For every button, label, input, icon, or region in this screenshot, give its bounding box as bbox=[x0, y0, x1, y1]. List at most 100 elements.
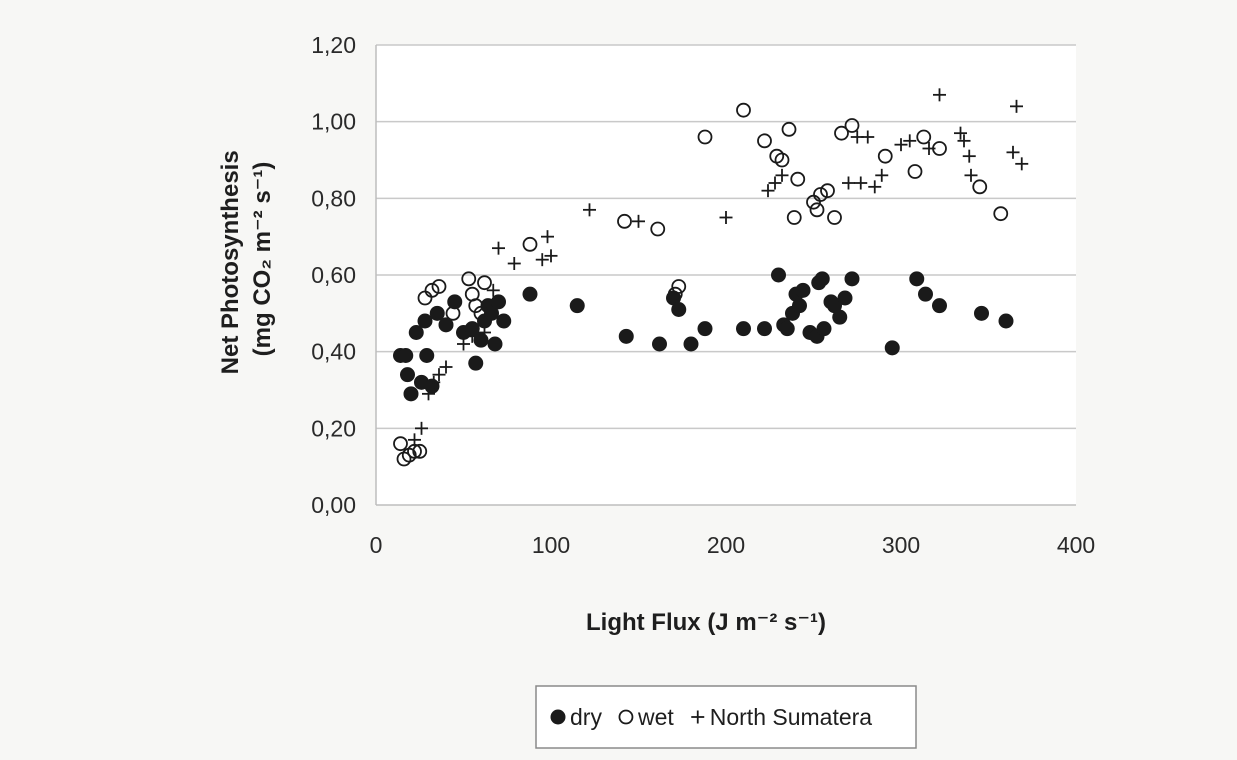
data-point-filled-circle bbox=[569, 298, 585, 314]
data-point-plus bbox=[457, 337, 470, 351]
legend-label: wet bbox=[637, 704, 674, 730]
data-points bbox=[393, 88, 1029, 467]
data-point-filled-circle bbox=[671, 302, 687, 317]
y-tick-label: 1,00 bbox=[311, 109, 356, 135]
legend-items: dry wet North Sumatera bbox=[550, 704, 872, 730]
y-tick-label: 1,20 bbox=[311, 32, 356, 58]
data-point-filled-circle bbox=[736, 321, 751, 337]
x-tick-label: 200 bbox=[707, 532, 745, 558]
x-tick-label: 300 bbox=[882, 532, 920, 558]
y-tick-label: 0,40 bbox=[311, 339, 356, 365]
data-point-filled-circle bbox=[974, 305, 989, 321]
data-point-open-circle bbox=[424, 282, 440, 298]
data-point-open-circle bbox=[809, 202, 825, 218]
data-point-filled-circle bbox=[918, 286, 933, 302]
legend-item-wet: wet bbox=[618, 704, 674, 730]
data-point-plus bbox=[465, 329, 479, 343]
y-axis-title: Net Photosynthesis (mg CO₂ m⁻² s⁻¹) bbox=[217, 144, 276, 375]
data-point-open-circle bbox=[844, 118, 860, 133]
data-point-filled-circle bbox=[424, 378, 440, 394]
data-point-open-circle bbox=[916, 129, 932, 145]
data-point-open-circle bbox=[650, 221, 666, 237]
legend-item-north-sumatera: North Sumatera bbox=[691, 704, 872, 730]
legend-box bbox=[535, 685, 917, 749]
data-point-filled-circle bbox=[473, 332, 489, 348]
x-tick-label: 100 bbox=[532, 532, 570, 558]
data-point-filled-circle bbox=[398, 348, 414, 363]
data-point-open-circle bbox=[736, 102, 751, 118]
data-point-filled-circle bbox=[464, 321, 480, 337]
data-point-open-circle bbox=[477, 275, 492, 291]
data-point-filled-circle bbox=[697, 321, 713, 337]
legend-marker-plus bbox=[691, 710, 705, 724]
data-point-open-circle bbox=[757, 133, 772, 149]
data-point-plus bbox=[964, 168, 978, 182]
data-point-filled-circle bbox=[832, 309, 848, 325]
series-wet bbox=[393, 102, 1009, 467]
data-point-filled-circle bbox=[468, 355, 484, 371]
data-point-plus bbox=[875, 168, 889, 182]
data-point-filled-circle bbox=[419, 348, 435, 363]
legend: dry wet North Sumatera bbox=[535, 685, 917, 749]
data-point-filled-circle bbox=[652, 336, 667, 352]
data-point-open-circle bbox=[972, 179, 988, 195]
data-point-open-circle bbox=[813, 187, 828, 202]
data-point-filled-circle bbox=[417, 313, 433, 329]
data-point-open-circle bbox=[877, 148, 893, 164]
data-point-plus bbox=[439, 360, 453, 374]
legend-marker-filled-circle bbox=[550, 709, 566, 725]
data-point-plus bbox=[933, 88, 946, 102]
data-point-filled-circle bbox=[491, 294, 506, 310]
data-point-filled-circle bbox=[884, 340, 900, 356]
data-point-plus bbox=[861, 130, 875, 144]
data-point-filled-circle bbox=[408, 325, 424, 340]
data-point-open-circle bbox=[522, 236, 538, 252]
data-point-filled-circle bbox=[487, 336, 503, 352]
data-point-open-circle bbox=[671, 279, 687, 294]
data-point-plus bbox=[544, 249, 558, 263]
series-north-sumatera bbox=[408, 88, 1029, 447]
data-point-filled-circle bbox=[837, 290, 853, 306]
data-point-plus bbox=[507, 257, 521, 270]
data-point-plus bbox=[541, 230, 554, 244]
y-tick-label: 0,60 bbox=[311, 262, 356, 288]
data-point-filled-circle bbox=[683, 336, 699, 352]
data-point-plus bbox=[535, 253, 549, 267]
data-point-plus bbox=[1010, 99, 1023, 113]
tick-labels: 0,00 0,20 0,40 0,60 0,80 1,00 1,20 0 100 200 300 40… bbox=[311, 32, 1095, 558]
y-axis-title-line2: (mg CO₂ m⁻² s⁻¹) bbox=[249, 162, 276, 357]
gridlines bbox=[376, 44, 1076, 430]
data-point-plus bbox=[1015, 157, 1029, 171]
data-point-plus bbox=[478, 326, 491, 339]
data-point-filled-circle bbox=[792, 298, 807, 314]
x-tick-label: 400 bbox=[1057, 532, 1095, 558]
data-point-plus bbox=[775, 168, 789, 182]
data-point-open-circle bbox=[786, 210, 802, 225]
data-point-plus bbox=[903, 134, 917, 148]
data-point-plus bbox=[962, 149, 976, 163]
axes bbox=[375, 45, 1076, 506]
data-point-open-circle bbox=[468, 298, 484, 314]
data-point-plus bbox=[842, 176, 855, 190]
legend-item-dry: dry bbox=[550, 704, 602, 730]
data-point-open-circle bbox=[461, 271, 477, 287]
data-point-open-circle bbox=[473, 305, 489, 321]
data-point-plus bbox=[408, 433, 421, 447]
data-point-filled-circle bbox=[909, 271, 925, 287]
legend-label: North Sumatera bbox=[710, 704, 873, 730]
data-point-open-circle bbox=[827, 210, 842, 225]
data-point-filled-circle bbox=[618, 328, 634, 344]
data-point-filled-circle bbox=[816, 321, 832, 337]
data-point-filled-circle bbox=[795, 282, 811, 298]
data-point-filled-circle bbox=[827, 298, 842, 314]
data-point-plus bbox=[954, 126, 967, 140]
y-tick-label: 0,80 bbox=[311, 185, 356, 211]
data-point-open-circle bbox=[790, 171, 806, 187]
data-point-filled-circle bbox=[496, 313, 512, 329]
data-point-open-circle bbox=[393, 436, 408, 452]
data-point-filled-circle bbox=[998, 313, 1014, 329]
data-point-plus bbox=[768, 176, 782, 190]
data-point-filled-circle bbox=[400, 367, 415, 383]
data-point-plus bbox=[486, 283, 500, 297]
